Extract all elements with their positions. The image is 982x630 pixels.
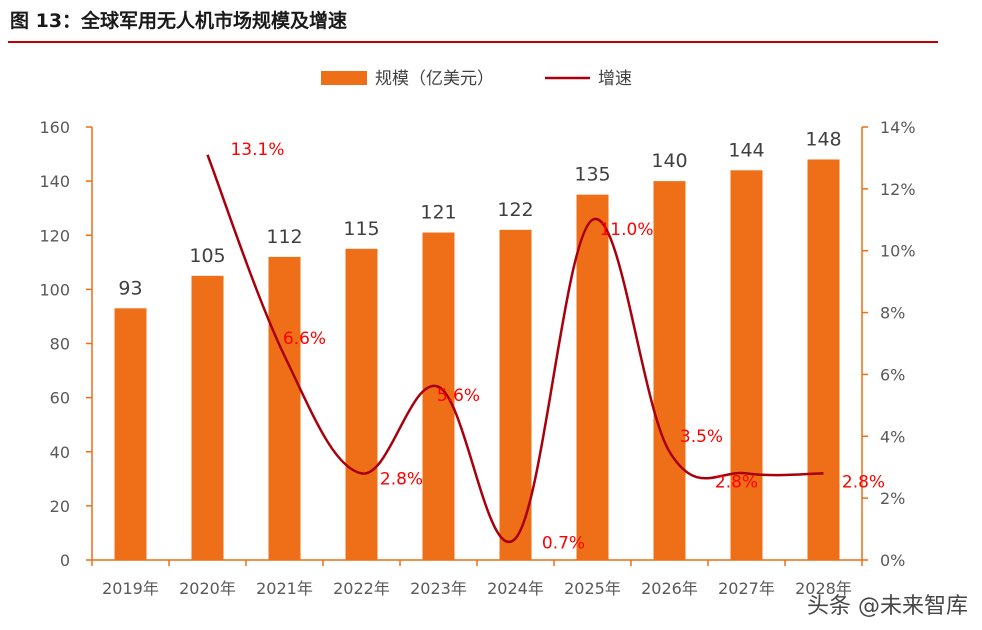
bar [730, 170, 763, 561]
legend: 规模（亿美元） 增速 [321, 69, 632, 89]
bar [191, 275, 224, 560]
y-left-tick-label: 0 [60, 551, 70, 570]
bar-value-label: 144 [728, 139, 764, 161]
legend-line-label: 增速 [598, 69, 632, 89]
bar [576, 194, 609, 560]
y-left-tick-label: 80 [50, 335, 70, 354]
x-tick-label: 2024年 [487, 579, 544, 598]
growth-value-label: 2.8% [380, 469, 423, 489]
growth-value-label: 5.6% [437, 386, 480, 406]
axes: 0 20 40 60 80 100 120 140 160 0% 2% 4% 6% 8% 10% 12% 14%… [39, 118, 915, 598]
y-right-tick-label: 2% [880, 489, 905, 508]
y-right-tick-label: 14% [880, 118, 916, 137]
x-tick-label: 2021年 [256, 579, 313, 598]
bar-value-label: 115 [343, 218, 379, 240]
bar-value-label: 122 [497, 199, 533, 221]
y-left-tick-label: 20 [50, 497, 70, 516]
legend-bar-swatch [321, 71, 367, 85]
growth-value-label: 11.0% [599, 220, 653, 240]
bar-value-label: 112 [266, 226, 302, 248]
x-tick-label: 2023年 [410, 579, 467, 598]
bar [807, 159, 840, 560]
y-left-tick-label: 100 [39, 280, 70, 299]
bar [345, 248, 378, 560]
y-left-tick-label: 60 [50, 389, 70, 408]
x-tick-label: 2020年 [179, 579, 236, 598]
bar [653, 181, 686, 560]
bar-value-label: 148 [805, 128, 841, 150]
growth-value-label: 13.1% [230, 140, 284, 160]
y-right-tick-label: 8% [880, 304, 905, 323]
bar-value-label: 93 [118, 277, 142, 299]
growth-value-label: 6.6% [283, 329, 326, 349]
y-right-tick-label: 12% [880, 180, 916, 199]
growth-value-label: 2.8% [842, 472, 885, 492]
x-tick-label: 2026年 [641, 579, 698, 598]
y-right-tick-label: 0% [880, 551, 905, 570]
y-left-tick-label: 40 [50, 443, 70, 462]
y-right-tick-label: 6% [880, 365, 905, 384]
bar-value-label: 105 [189, 245, 225, 267]
x-tick-label: 2027年 [718, 579, 775, 598]
x-tick-label: 2022年 [333, 579, 390, 598]
legend-bar-label: 规模（亿美元） [375, 69, 494, 89]
bar-series [114, 159, 840, 561]
watermark: 头条 @未来智库 [807, 594, 968, 619]
x-tick-label: 2025年 [564, 579, 621, 598]
y-left-tick-label: 160 [39, 118, 70, 137]
figure-title: 图 13：全球军用无人机市场规模及增速 [10, 10, 348, 32]
growth-value-label: 3.5% [680, 427, 723, 447]
growth-value-label: 2.8% [715, 472, 758, 492]
growth-line [206, 154, 824, 543]
y-left-tick-label: 140 [39, 172, 70, 191]
growth-value-label: 0.7% [542, 533, 585, 553]
data-labels: 93 105 112 115 121 122 135 140 144 148 13.1% 6.6% 2.… [118, 128, 885, 553]
title-rule [8, 41, 938, 43]
bar [268, 256, 301, 560]
y-left-tick-label: 120 [39, 226, 70, 245]
bar-value-label: 121 [420, 202, 456, 224]
bar [499, 229, 532, 560]
growth-series [206, 154, 824, 543]
bar [422, 232, 455, 560]
y-right-tick-label: 10% [880, 242, 916, 261]
bar-value-label: 140 [651, 150, 687, 172]
y-right-tick-label: 4% [880, 427, 905, 446]
x-tick-label: 2028年 [795, 579, 852, 598]
bar [114, 308, 147, 560]
bar-value-label: 135 [574, 164, 610, 186]
x-tick-label: 2019年 [102, 579, 159, 598]
